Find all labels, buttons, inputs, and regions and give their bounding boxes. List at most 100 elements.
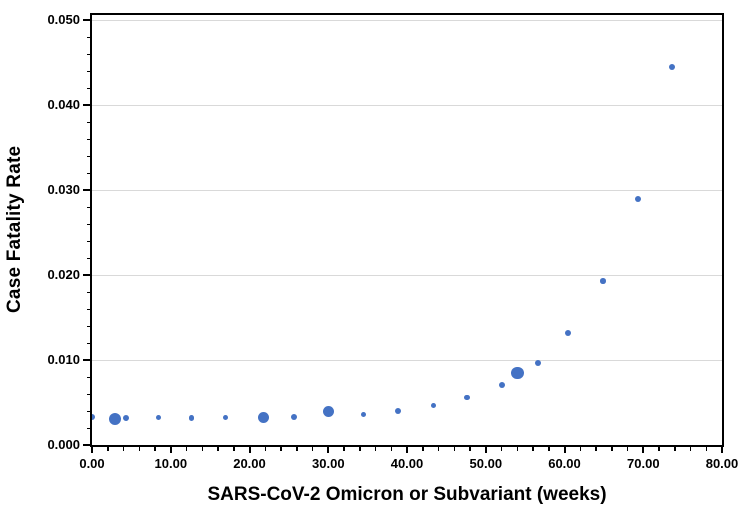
major-gridline (92, 105, 722, 107)
y-major-tick (83, 359, 90, 361)
major-gridline (92, 275, 722, 276)
x-tick-label: 70.00 (627, 456, 660, 471)
data-point (511, 366, 524, 379)
x-minor-tick (264, 447, 266, 451)
data-point (464, 394, 470, 401)
y-major-tick (83, 444, 90, 446)
x-tick-label: 50.00 (469, 456, 503, 471)
y-major-tick (83, 19, 90, 22)
data-point (122, 414, 129, 421)
y-tick-label: 0.050 (47, 12, 80, 28)
x-minor-tick (422, 447, 424, 451)
x-tick-label: 60.00 (548, 456, 581, 471)
x-minor-tick (516, 447, 518, 451)
data-point (395, 408, 402, 414)
x-major-tick (484, 447, 487, 453)
x-axis-title: SARS-CoV-2 Omicron or Subvariant (weeks) (207, 484, 607, 505)
x-minor-tick (374, 447, 377, 451)
x-tick-label: 10.00 (154, 456, 188, 471)
x-minor-tick (626, 447, 629, 451)
x-major-tick (642, 447, 645, 453)
y-minor-tick (87, 87, 90, 90)
x-minor-tick (343, 447, 345, 451)
y-minor-tick (87, 36, 90, 39)
data-point (498, 381, 505, 388)
y-axis-title: Case Fatality Rate (4, 145, 25, 313)
data-point (290, 414, 297, 420)
x-major-tick (563, 447, 566, 453)
data-point (431, 403, 437, 409)
x-minor-tick (311, 447, 314, 451)
y-minor-tick (87, 223, 90, 226)
x-major-tick (406, 447, 408, 453)
y-minor-tick (87, 393, 90, 395)
y-minor-tick (87, 376, 90, 378)
x-major-tick (327, 447, 330, 453)
y-minor-tick (87, 138, 90, 141)
data-point (155, 415, 161, 421)
x-tick-label: 40.00 (390, 456, 424, 471)
x-minor-tick (296, 447, 298, 451)
x-major-tick (248, 447, 251, 453)
x-minor-tick (674, 447, 676, 451)
y-tick-label: 0.040 (47, 97, 80, 113)
x-minor-tick (233, 447, 235, 451)
x-minor-tick (469, 447, 471, 451)
x-tick-label: 30.00 (312, 456, 345, 471)
data-point (108, 412, 121, 425)
major-gridline (92, 360, 722, 361)
x-minor-tick (500, 447, 503, 451)
x-major-tick (91, 447, 93, 453)
x-minor-tick (390, 447, 392, 451)
x-minor-tick (689, 447, 692, 451)
x-minor-tick (359, 447, 361, 451)
x-minor-tick (548, 447, 550, 451)
plot-area (90, 13, 724, 447)
y-minor-tick (87, 308, 90, 310)
data-point (223, 415, 229, 421)
x-minor-tick (217, 447, 219, 451)
y-minor-tick (87, 257, 90, 259)
y-major-tick (83, 274, 90, 276)
y-minor-tick (87, 427, 90, 429)
y-minor-tick (87, 53, 90, 56)
x-tick-label: 0.00 (79, 456, 105, 471)
y-minor-tick (87, 70, 90, 73)
y-minor-tick (87, 240, 90, 242)
data-point (600, 278, 606, 284)
x-tick-label: 20.00 (233, 456, 266, 471)
y-minor-tick (87, 121, 90, 124)
major-gridline (92, 190, 722, 192)
x-minor-tick (658, 447, 660, 451)
x-minor-tick (138, 447, 140, 451)
data-point (634, 196, 641, 203)
data-point (669, 63, 676, 70)
major-gridline (92, 20, 722, 22)
x-minor-tick (579, 447, 581, 451)
data-point (322, 406, 334, 418)
x-minor-tick (122, 447, 125, 451)
y-tick-label: 0.010 (47, 352, 80, 367)
x-minor-tick (611, 447, 613, 451)
y-major-tick (83, 189, 90, 192)
x-minor-tick (437, 447, 440, 451)
y-major-tick (83, 104, 90, 107)
y-minor-tick (87, 325, 90, 327)
data-point (534, 359, 541, 366)
x-minor-tick (705, 447, 707, 451)
y-tick-label: 0.030 (47, 182, 80, 198)
y-minor-tick (87, 410, 90, 412)
data-point (188, 415, 194, 421)
x-minor-tick (107, 447, 109, 451)
y-minor-tick (87, 155, 90, 158)
data-point (361, 411, 367, 417)
x-minor-tick (532, 447, 534, 451)
data-point (258, 412, 270, 424)
y-tick-label: 0.020 (47, 267, 80, 282)
y-minor-tick (87, 342, 90, 344)
x-minor-tick (595, 447, 597, 451)
x-minor-tick (280, 447, 282, 451)
x-minor-tick (201, 447, 203, 451)
x-major-tick (721, 447, 723, 453)
